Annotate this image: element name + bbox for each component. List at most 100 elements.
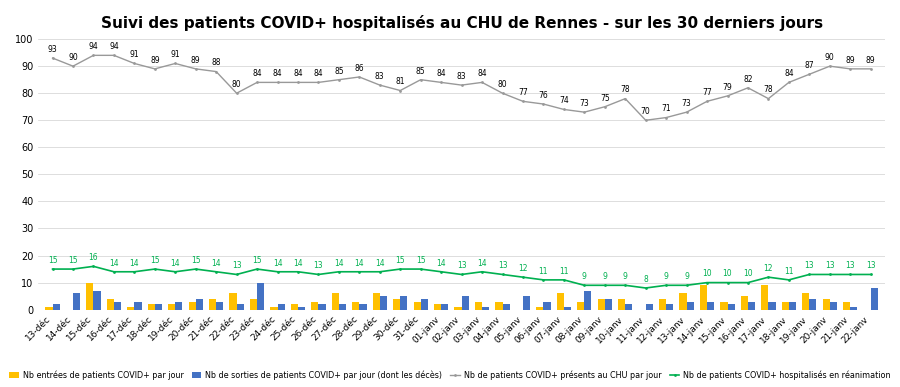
Text: 90: 90 <box>825 53 834 62</box>
Nb de patients COVID+ hospitalisés en réanimation <box>456 272 467 277</box>
Bar <box>189 301 195 310</box>
Bar <box>870 288 878 310</box>
Bar <box>250 299 257 310</box>
Bar <box>823 299 830 310</box>
Text: 15: 15 <box>395 256 405 265</box>
Nb de patients COVID+ hospitalisés en réanimation <box>68 267 78 271</box>
Text: 75: 75 <box>600 94 609 103</box>
Text: 10: 10 <box>723 269 733 278</box>
Bar <box>536 307 544 310</box>
Nb de patients COVID+ présents au CHU par jour <box>763 96 774 101</box>
Bar <box>564 307 571 310</box>
Text: 89: 89 <box>845 56 855 65</box>
Text: 79: 79 <box>723 83 733 92</box>
Nb de patients COVID+ hospitalisés en réanimation <box>211 269 221 274</box>
Bar <box>73 293 80 310</box>
Nb de patients COVID+ présents au CHU par jour <box>252 80 263 85</box>
Text: 10: 10 <box>743 269 752 278</box>
Text: 82: 82 <box>743 75 752 84</box>
Nb de patients COVID+ présents au CHU par jour <box>109 53 120 58</box>
Nb de patients COVID+ présents au CHU par jour <box>272 80 283 85</box>
Nb de patients COVID+ présents au CHU par jour <box>334 77 345 82</box>
Text: 90: 90 <box>68 53 78 62</box>
Text: 15: 15 <box>68 256 77 265</box>
Text: 12: 12 <box>764 264 773 273</box>
Nb de patients COVID+ présents au CHU par jour <box>538 102 549 106</box>
Bar <box>400 296 408 310</box>
Bar <box>414 301 420 310</box>
Bar <box>332 293 339 310</box>
Nb de patients COVID+ présents au CHU par jour <box>579 110 590 115</box>
Text: 9: 9 <box>663 272 669 281</box>
Bar <box>727 304 734 310</box>
Nb de patients COVID+ présents au CHU par jour <box>68 64 78 68</box>
Text: 11: 11 <box>539 267 548 276</box>
Text: 93: 93 <box>48 45 58 54</box>
Text: 78: 78 <box>620 86 630 94</box>
Bar <box>216 301 223 310</box>
Text: 73: 73 <box>681 99 691 108</box>
Nb de patients COVID+ présents au CHU par jour <box>374 83 385 87</box>
Nb de patients COVID+ présents au CHU par jour <box>190 67 201 71</box>
Nb de patients COVID+ hospitalisés en réanimation <box>231 272 242 277</box>
Bar <box>311 301 319 310</box>
Text: 14: 14 <box>273 259 283 267</box>
Text: 14: 14 <box>130 259 140 267</box>
Bar <box>659 299 666 310</box>
Nb de patients COVID+ présents au CHU par jour <box>518 99 528 104</box>
Nb de patients COVID+ hospitalisés en réanimation <box>149 267 160 271</box>
Text: 83: 83 <box>375 72 384 81</box>
Nb de patients COVID+ hospitalisés en réanimation <box>784 277 795 282</box>
Bar <box>339 304 346 310</box>
Nb de patients COVID+ hospitalisés en réanimation <box>88 264 99 269</box>
Bar <box>687 301 694 310</box>
Text: 14: 14 <box>375 259 384 267</box>
Nb de patients COVID+ présents au CHU par jour <box>742 86 753 90</box>
Nb de patients COVID+ présents au CHU par jour <box>824 64 835 68</box>
Text: 88: 88 <box>212 58 220 67</box>
Text: 84: 84 <box>436 69 446 78</box>
Bar <box>209 299 216 310</box>
Nb de patients COVID+ présents au CHU par jour <box>415 77 426 82</box>
Nb de patients COVID+ présents au CHU par jour <box>599 104 610 109</box>
Text: 13: 13 <box>498 261 508 270</box>
Bar <box>462 296 469 310</box>
Text: 15: 15 <box>252 256 262 265</box>
Nb de patients COVID+ présents au CHU par jour <box>456 83 467 87</box>
Nb de patients COVID+ présents au CHU par jour <box>497 91 508 96</box>
Text: 86: 86 <box>355 64 365 73</box>
Text: 84: 84 <box>273 69 283 78</box>
Nb de patients COVID+ présents au CHU par jour <box>559 107 570 112</box>
Nb de patients COVID+ présents au CHU par jour <box>395 88 406 93</box>
Bar <box>802 293 809 310</box>
Nb de patients COVID+ hospitalisés en réanimation <box>477 269 488 274</box>
Text: 14: 14 <box>334 259 344 267</box>
Bar <box>380 296 387 310</box>
Nb de patients COVID+ hospitalisés en réanimation <box>518 275 528 279</box>
Bar <box>809 299 816 310</box>
Nb de patients COVID+ hospitalisés en réanimation <box>292 269 303 274</box>
Bar <box>544 301 551 310</box>
Legend: Nb entrées de patients COVID+ par jour, Nb de sorties de patients COVID+ par jou: Nb entrées de patients COVID+ par jour, … <box>5 367 895 383</box>
Text: 11: 11 <box>784 267 794 276</box>
Bar <box>454 307 462 310</box>
Bar <box>230 293 237 310</box>
Bar <box>495 301 502 310</box>
Text: 94: 94 <box>88 42 98 51</box>
Nb de patients COVID+ présents au CHU par jour <box>170 61 181 66</box>
Text: 9: 9 <box>623 272 627 281</box>
Text: 85: 85 <box>416 67 426 75</box>
Nb de patients COVID+ hospitalisés en réanimation <box>415 267 426 271</box>
Nb de patients COVID+ présents au CHU par jour <box>477 80 488 85</box>
Text: 9: 9 <box>602 272 608 281</box>
Bar <box>373 293 380 310</box>
Text: 94: 94 <box>109 42 119 51</box>
Text: 13: 13 <box>457 261 466 270</box>
Bar <box>830 301 837 310</box>
Text: 15: 15 <box>48 256 58 265</box>
Bar <box>605 299 612 310</box>
Text: 13: 13 <box>232 261 241 270</box>
Text: 14: 14 <box>212 259 221 267</box>
Text: 13: 13 <box>313 261 323 270</box>
Text: 73: 73 <box>580 99 590 108</box>
